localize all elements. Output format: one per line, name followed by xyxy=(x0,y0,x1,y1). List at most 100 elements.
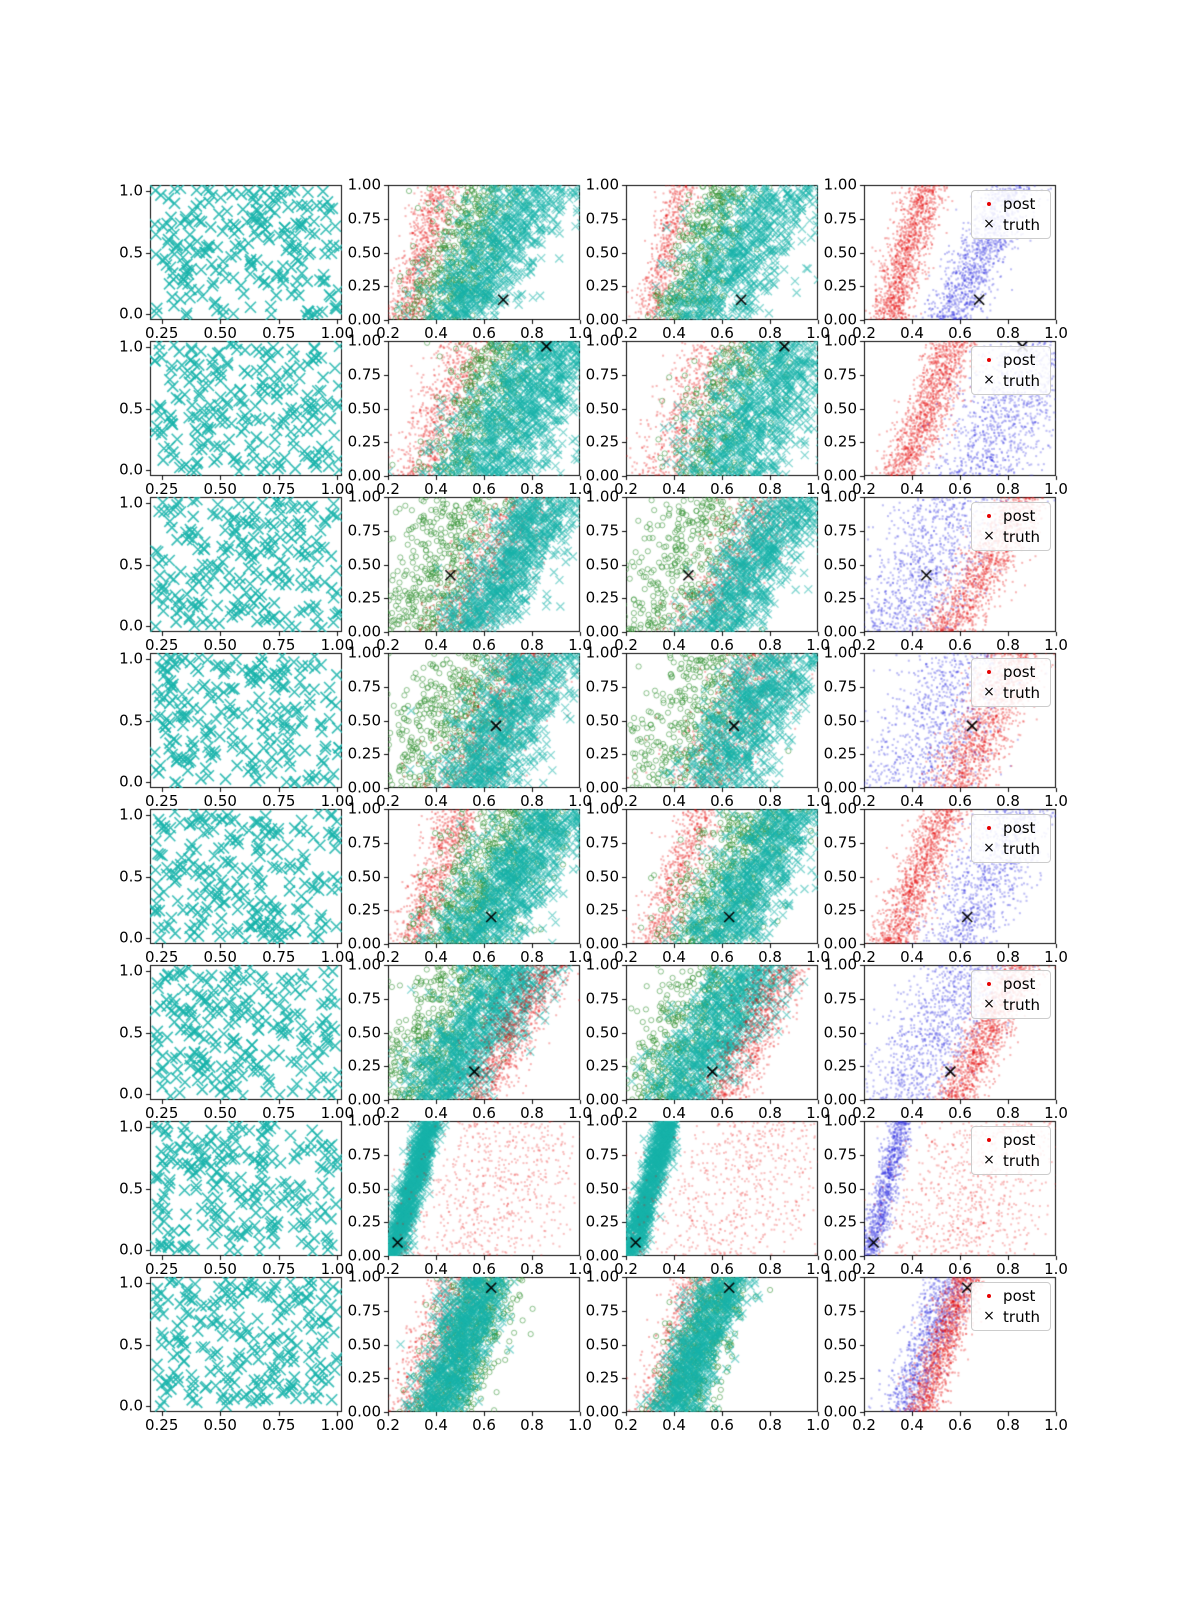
y-tick-label: 0.25 xyxy=(823,588,857,607)
y-tick-label: 0.00 xyxy=(823,1246,857,1265)
y-tick-label: 0.00 xyxy=(347,310,381,329)
y-tick-label: 0.75 xyxy=(585,677,619,696)
post-marker-icon xyxy=(982,197,996,211)
y-tick-label: 0.50 xyxy=(347,711,381,729)
y-tick-label: 0.50 xyxy=(585,1023,619,1041)
y-tick-label: 0.25 xyxy=(823,276,857,295)
scatter-canvas xyxy=(618,489,826,640)
y-tick-label: 0.50 xyxy=(585,1335,619,1353)
scatter-panel-r3c4: 0.20.40.60.81.00.000.250.500.751.00post×… xyxy=(824,489,1068,653)
legend-entry-truth: × truth xyxy=(982,840,1040,858)
legend-label: truth xyxy=(1003,215,1040,234)
truth-marker-icon: × xyxy=(983,1308,995,1325)
scatter-canvas xyxy=(618,801,826,952)
y-tick-label: 1.0 xyxy=(119,649,143,668)
x-tick-label: 0.25 xyxy=(145,1416,179,1434)
y-tick-label: 0.00 xyxy=(585,1402,619,1421)
x-tick-label: 1.0 xyxy=(806,1416,830,1434)
scatter-panel-r3c1: 0.250.500.751.000.00.51.0 xyxy=(119,489,354,653)
y-tick-label: 0.50 xyxy=(347,555,381,573)
y-tick-label: 0.00 xyxy=(347,1402,381,1421)
y-tick-label: 0.25 xyxy=(347,1056,381,1075)
y-tick-label: 0.75 xyxy=(347,833,381,852)
y-tick-label: 0.00 xyxy=(585,466,619,485)
y-tick-label: 0.75 xyxy=(823,833,857,852)
y-tick-label: 0.5 xyxy=(119,399,143,417)
y-tick-label: 0.50 xyxy=(585,1179,619,1197)
scatter-canvas xyxy=(142,645,350,796)
y-tick-label: 0.00 xyxy=(585,622,619,641)
x-tick-label: 0.4 xyxy=(900,1416,924,1434)
x-tick-label: 0.6 xyxy=(710,1416,734,1434)
y-tick-label: 0.25 xyxy=(585,900,619,919)
legend-label: truth xyxy=(1003,1307,1040,1326)
x-tick-label: 0.4 xyxy=(424,1416,448,1434)
scatter-panel-r8c3: 0.2 0.4 0.6 0.8 1.0 0.00 0.25 0.50 0.75 1.00 xyxy=(586,1269,830,1433)
y-tick-label: 0.75 xyxy=(347,521,381,540)
y-tick-label: 0.5 xyxy=(119,243,143,261)
y-tick-label: 1.00 xyxy=(585,331,619,350)
y-tick-label: 0.50 xyxy=(347,1335,381,1353)
y-tick-label: 0.75 xyxy=(347,1301,381,1320)
scatter-canvas xyxy=(380,957,588,1108)
y-tick-label: 0.50 xyxy=(823,867,857,885)
legend-entry-post: post xyxy=(982,1132,1040,1149)
y-tick-label: 0.75 xyxy=(347,365,381,384)
scatter-panel-r7c3: 0.20.40.60.81.00.000.250.500.751.00 xyxy=(586,1113,830,1277)
x-tick-label: 0.2 xyxy=(852,1416,876,1434)
scatter-panel-r1c2: 0.20.40.60.81.00.000.250.500.751.00 xyxy=(348,177,592,341)
y-tick-label: 1.00 xyxy=(823,643,857,662)
legend: post × truth xyxy=(971,814,1051,863)
y-tick-label: 0.0 xyxy=(119,616,143,635)
y-tick-label: 1.00 xyxy=(347,955,381,974)
truth-marker-icon: × xyxy=(983,528,995,545)
y-tick-label: 0.25 xyxy=(823,1368,857,1387)
y-tick-label: 0.25 xyxy=(823,1056,857,1075)
scatter-canvas xyxy=(142,177,350,328)
scatter-canvas xyxy=(380,489,588,640)
legend-label: truth xyxy=(1003,995,1040,1014)
y-tick-label: 0.25 xyxy=(823,744,857,763)
y-tick-label: 0.25 xyxy=(585,432,619,451)
y-tick-label: 0.00 xyxy=(585,310,619,329)
y-tick-label: 0.75 xyxy=(585,833,619,852)
x-tick-label: 0.4 xyxy=(662,1416,686,1434)
scatter-panel-r6c4: 0.20.40.60.81.00.000.250.500.751.00post×… xyxy=(824,957,1068,1121)
legend-entry-truth: × truth xyxy=(982,372,1040,390)
y-tick-label: 1.00 xyxy=(347,175,381,194)
y-tick-label: 0.0 xyxy=(119,772,143,791)
scatter-panel-r8c1: 0.25 0.50 0.75 1.00 0.0 0.5 1.0 xyxy=(119,1269,354,1433)
legend-entry-post: post xyxy=(982,352,1040,369)
y-tick-label: 0.50 xyxy=(585,243,619,261)
y-tick-label: 1.00 xyxy=(823,955,857,974)
y-tick-label: 1.0 xyxy=(119,805,143,824)
scatter-panel-r1c1: 0.250.500.751.000.00.51.0 xyxy=(119,177,354,341)
y-tick-label: 1.0 xyxy=(119,493,143,512)
y-tick-label: 0.25 xyxy=(347,900,381,919)
y-tick-label: 1.00 xyxy=(585,487,619,506)
x-tick-label: 0.50 xyxy=(203,1416,237,1434)
y-tick-label: 0.25 xyxy=(585,1212,619,1231)
y-tick-label: 0.0 xyxy=(119,1396,143,1415)
scatter-canvas xyxy=(380,1113,588,1264)
y-tick-label: 0.75 xyxy=(823,521,857,540)
scatter-panel-r3c2: 0.20.40.60.81.00.000.250.500.751.00 xyxy=(348,489,592,653)
y-tick-label: 0.00 xyxy=(585,1246,619,1265)
y-tick-label: 0.75 xyxy=(585,1145,619,1164)
y-tick-label: 0.75 xyxy=(823,209,857,228)
scatter-panel-r4c4: 0.20.40.60.81.00.000.250.500.751.00post×… xyxy=(824,645,1068,809)
y-tick-label: 0.50 xyxy=(823,555,857,573)
scatter-panel-r6c3: 0.20.40.60.81.00.000.250.500.751.00 xyxy=(586,957,830,1121)
x-tick-label: 0.6 xyxy=(472,1416,496,1434)
y-tick-label: 0.00 xyxy=(347,934,381,953)
y-tick-label: 0.25 xyxy=(823,432,857,451)
y-tick-label: 1.00 xyxy=(585,175,619,194)
x-tick-label: 0.8 xyxy=(758,1416,782,1434)
scatter-canvas xyxy=(618,1113,826,1264)
y-tick-label: 0.00 xyxy=(823,1090,857,1109)
scatter-canvas xyxy=(142,1113,350,1264)
legend: post × truth xyxy=(971,190,1051,239)
x-tick-label: 0.6 xyxy=(948,1416,972,1434)
legend-entry-truth: × truth xyxy=(982,1152,1040,1170)
y-tick-label: 0.75 xyxy=(823,365,857,384)
